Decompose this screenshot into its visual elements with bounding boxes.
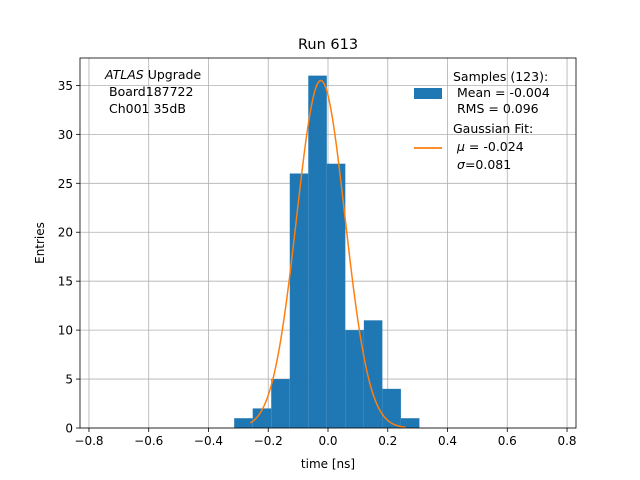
legend: Samples (123): Mean = -0.004 RMS = 0.096… [414,69,550,172]
x-tick-label: −0.2 [254,434,283,448]
upgrade-label: Upgrade [144,67,202,82]
histogram-bar [326,163,346,428]
histogram-bar [363,320,383,428]
x-tick-label: 0.4 [438,434,457,448]
histogram-bar [400,418,420,428]
legend-fit-sigma: σ=0.081 [457,157,511,172]
y-tick-label: 10 [58,324,73,338]
legend-fit-title: Gaussian Fit: [453,121,533,136]
y-tick-label: 20 [58,226,73,240]
gaussian-fit-curve [249,79,406,429]
x-tick-label: −0.8 [74,434,103,448]
histogram-bar [289,173,309,428]
atlas-annotation-line1: ATLAS Upgrade [104,67,201,82]
x-tick-label: 0.2 [378,434,397,448]
legend-samples-title: Samples (123): [453,69,548,84]
y-tick-label: 25 [58,177,73,191]
histogram-bar [252,408,272,428]
y-tick-label: 0 [65,422,73,436]
x-axis-ticks: −0.8 −0.6 −0.4 −0.2 0.0 0.2 0.4 0.6 0.8 [74,428,577,448]
mu-value: = -0.024 [465,139,524,154]
mu-symbol: μ [456,139,465,154]
y-axis-ticks: 0 5 10 15 20 25 30 35 [58,79,80,436]
legend-fit-mu: μ = -0.024 [456,139,524,154]
y-tick-label: 5 [65,373,73,387]
sigma-value: =0.081 [465,157,511,172]
board-label: Board187722 [109,84,193,99]
channel-label: Ch001 35dB [109,101,186,116]
legend-samples-mean: Mean = -0.004 [457,85,550,100]
x-tick-label: −0.4 [194,434,223,448]
histogram-bar [234,418,253,428]
legend-samples-swatch [414,88,442,99]
y-axis-label: Entries [33,222,47,264]
histogram-bar [271,379,290,428]
histogram-bar [308,75,327,428]
histogram-bar [382,388,401,428]
y-tick-label: 35 [58,79,73,93]
histogram-bars [234,75,420,428]
chart-title: Run 613 [298,37,358,53]
histogram-bar [345,330,364,428]
legend-samples-rms: RMS = 0.096 [457,101,539,116]
x-tick-label: 0.8 [557,434,576,448]
y-tick-label: 30 [58,128,73,142]
atlas-label: ATLAS [104,67,144,82]
y-tick-label: 15 [58,275,73,289]
x-tick-label: −0.6 [134,434,163,448]
x-axis-label: time [ns] [301,457,355,471]
x-tick-label: 0.6 [498,434,517,448]
sigma-symbol: σ [457,157,466,172]
x-tick-label: 0.0 [318,434,337,448]
